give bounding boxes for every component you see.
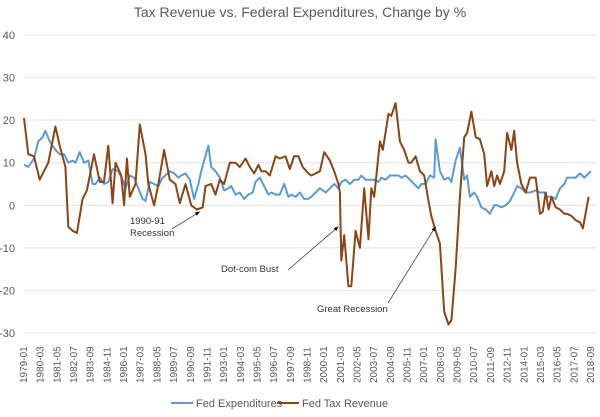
x-tick-label: 1994-03	[236, 346, 247, 383]
x-tick-label: 1998-11	[302, 347, 313, 383]
x-tick-label: 1980-03	[36, 346, 47, 383]
annotations: 1990-91 Recession Dot-com Bust Great Rec…	[130, 211, 436, 315]
x-tick-label: 1995-05	[252, 346, 263, 383]
x-tick-label: 1986-01	[119, 346, 130, 383]
annotation-arrow	[287, 226, 339, 271]
gridlines	[24, 34, 596, 334]
annotation-arrow	[171, 211, 201, 230]
x-tick-label: 2007-01	[419, 346, 430, 383]
annotation-arrow	[387, 226, 436, 304]
y-axis-tick-labels: 40 30 20 10 0 -10 -20 -30	[0, 30, 15, 340]
arrowhead-icon	[431, 226, 436, 232]
arrowhead-icon	[333, 226, 339, 232]
x-tick-label: 2017-07	[569, 346, 580, 383]
y-tick-label: -20	[0, 285, 15, 297]
x-tick-label: 1983-09	[86, 346, 97, 383]
legend: Fed Expenditures Fed Tax Revenue	[171, 398, 388, 410]
y-tick-label: 30	[3, 73, 15, 85]
x-tick-label: 1982-07	[69, 346, 80, 383]
y-tick-label: 40	[3, 30, 15, 42]
x-tick-label: 1990-09	[186, 346, 197, 383]
x-tick-label: 1989-07	[169, 346, 180, 383]
series-line-fed-tax-revenue	[23, 102, 590, 326]
y-tick-label: 0	[9, 200, 15, 212]
y-tick-label: -10	[0, 243, 15, 255]
x-tick-label: 1981-05	[52, 346, 63, 383]
x-tick-label: 2002-05	[353, 346, 364, 383]
x-tick-label: 2003-07	[369, 346, 380, 383]
x-tick-label: 1988-05	[152, 346, 163, 383]
legend-label-revenue: Fed Tax Revenue	[302, 398, 388, 410]
x-tick-label: 2005-11	[403, 347, 414, 383]
x-tick-label: 1987-03	[136, 346, 147, 383]
x-tick-label: 2012-11	[503, 347, 514, 383]
x-tick-label: 2011-09	[486, 347, 497, 383]
x-tick-label: 2014-01	[519, 346, 530, 383]
x-tick-label: 2016-05	[553, 346, 564, 383]
x-tick-label: 2018-09	[586, 346, 597, 383]
x-tick-label: 1993-01	[219, 346, 230, 383]
x-tick-label: 1979-01	[19, 346, 30, 383]
x-tick-label: 2001-03	[336, 346, 347, 383]
annotation-dotcom: Dot-com Bust	[221, 264, 279, 275]
x-tick-label: 2000-01	[319, 346, 330, 383]
annotation-great-recession: Great Recession	[317, 304, 388, 315]
x-axis-tick-labels: 1979-01 1980-03 1981-05 1982-07 1983-09 1984-…	[19, 346, 597, 383]
y-tick-label: 20	[3, 115, 15, 127]
series-lines	[23, 102, 592, 326]
x-tick-label: 1996-07	[269, 346, 280, 383]
x-tick-label: 2010-07	[469, 346, 480, 383]
series-line-fed-expenditures	[23, 129, 592, 215]
x-tick-label: 2015-03	[536, 346, 547, 383]
y-tick-label: 10	[3, 158, 15, 170]
x-tick-label: 2004-09	[386, 346, 397, 383]
x-tick-label: 1984-11	[102, 347, 113, 383]
annotation-recession-1990: 1990-91 Recession	[130, 216, 174, 239]
x-tick-label: 1991-11	[202, 347, 213, 383]
x-tick-label: 2009-05	[453, 346, 464, 383]
arrowhead-icon	[194, 211, 200, 216]
x-tick-label: 1997-09	[286, 346, 297, 383]
chart-title: Tax Revenue vs. Federal Expenditures, Ch…	[134, 4, 466, 20]
x-tick-label: 2008-03	[436, 346, 447, 383]
legend-label-expenditures: Fed Expenditures	[196, 398, 283, 410]
y-tick-label: -30	[0, 328, 15, 340]
